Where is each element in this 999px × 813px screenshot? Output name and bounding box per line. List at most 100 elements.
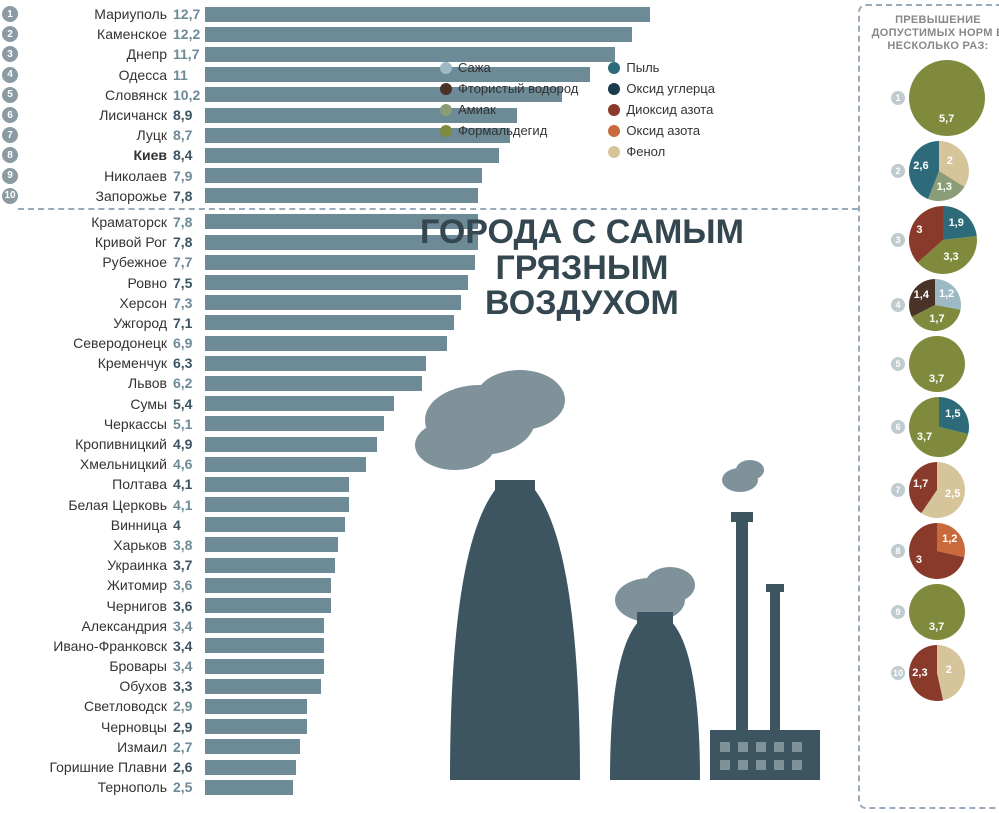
pie-rank-badge: 6 [891,420,905,434]
pie-value: 2,3 [912,668,927,679]
legend-dot [440,83,452,95]
bar-row: Ивано-Франковск3,4 [0,636,858,656]
bar [205,598,331,613]
value-label: 4,1 [173,476,205,492]
main-title: ГОРОДА С САМЫМ ГРЯЗНЫМ ВОЗДУХОМ [420,215,744,322]
bar-row: 8Киев8,4 [0,145,858,165]
legend-item: Оксид углерца [608,81,715,96]
legend-dot [440,104,452,116]
pie-chart: 3,7 [909,584,965,640]
value-label: 7,9 [173,168,205,184]
city-label: Северодонецк [18,335,173,351]
pie-value: 3 [916,555,922,566]
city-label: Запорожье [18,188,173,204]
pie-value: 2 [947,156,953,167]
bar-row: Украинка3,7 [0,555,858,575]
value-label: 3,6 [173,577,205,593]
bar [205,780,293,795]
value-label: 4,1 [173,497,205,513]
bar [205,719,307,734]
city-label: Херсон [18,295,173,311]
city-label: Словянск [18,87,173,103]
pie-value: 3,7 [929,622,944,633]
pie-value: 5,7 [939,114,954,125]
rank-badge: 10 [2,188,18,204]
value-label: 7,8 [173,234,205,250]
value-label: 8,7 [173,127,205,143]
value-label: 6,3 [173,355,205,371]
value-label: 8,9 [173,107,205,123]
value-label: 12,2 [173,26,205,42]
city-label: Тернополь [18,779,173,795]
bar [205,7,650,22]
city-label: Винница [18,517,173,533]
pie-value: 1,9 [949,218,964,229]
bar-row: Светловодск2,9 [0,696,858,716]
pie-value: 3,7 [917,432,932,443]
pie-value: 1,4 [914,290,929,301]
bar-row: Житомир3,6 [0,575,858,595]
pie-rank-badge: 1 [891,91,905,105]
pie-rank-badge: 4 [891,298,905,312]
rank-badge: 7 [2,127,18,143]
city-label: Бровары [18,658,173,674]
bar-chart: 1Мариуполь12,72Каменское12,23Днепр11,74О… [0,0,858,813]
legend-item: Оксид азота [608,123,715,138]
city-label: Луцк [18,127,173,143]
city-label: Днепр [18,46,173,62]
pie-rank-badge: 9 [891,605,905,619]
city-label: Рубежное [18,254,173,270]
rank-badge: 9 [2,168,18,184]
city-label: Сумы [18,396,173,412]
pie-row: 15,7 [891,60,985,136]
value-label: 7,7 [173,254,205,270]
legend-item: Амиак [440,102,578,117]
legend-item: Сажа [440,60,578,75]
city-label: Лисичанск [18,107,173,123]
city-label: Полтава [18,476,173,492]
value-label: 12,7 [173,6,205,22]
pie-row: 72,51,7 [891,462,985,518]
bar [205,168,482,183]
pie-rank-badge: 8 [891,544,905,558]
bar [205,537,338,552]
city-label: Светловодск [18,698,173,714]
value-label: 4,9 [173,436,205,452]
pie-rank-badge: 10 [891,666,905,680]
city-label: Горишние Плавни [18,759,173,775]
rank-badge: 4 [2,67,18,83]
legend-dot [440,125,452,137]
bar-row: Северодонецк6,9 [0,333,858,353]
pie-row: 41,21,71,4 [891,279,985,331]
bar [205,497,349,512]
bar-row: 6Лисичанск8,9 [0,105,858,125]
bar [205,27,632,42]
bar [205,739,300,754]
bar-row: Черкассы5,1 [0,414,858,434]
pie-value: 3,3 [943,252,958,263]
city-label: Львов [18,375,173,391]
pie-chart: 1,53,7 [909,397,969,457]
pie-value: 2,5 [945,489,960,500]
bar-row: 4Одесса11 [0,65,858,85]
bar [205,416,384,431]
city-label: Мариуполь [18,6,173,22]
pie-panel: ПРЕВЫШЕНИЕ ДОПУСТИМЫХ НОРМ В НЕСКОЛЬКО Р… [858,4,999,809]
value-label: 3,4 [173,658,205,674]
rank-badge: 6 [2,107,18,123]
bar-row: Харьков3,8 [0,535,858,555]
city-label: Кривой Рог [18,234,173,250]
value-label: 8,4 [173,147,205,163]
bar [205,679,321,694]
bar-row: Сумы5,4 [0,394,858,414]
pie-value: 2,6 [913,161,928,172]
city-label: Николаев [18,168,173,184]
bar-row: 2Каменское12,2 [0,24,858,44]
bar [205,517,345,532]
pie-value: 1,2 [939,289,954,300]
bar [205,659,324,674]
pie-rank-badge: 3 [891,233,905,247]
bar [205,437,377,452]
value-label: 5,1 [173,416,205,432]
city-label: Каменское [18,26,173,42]
